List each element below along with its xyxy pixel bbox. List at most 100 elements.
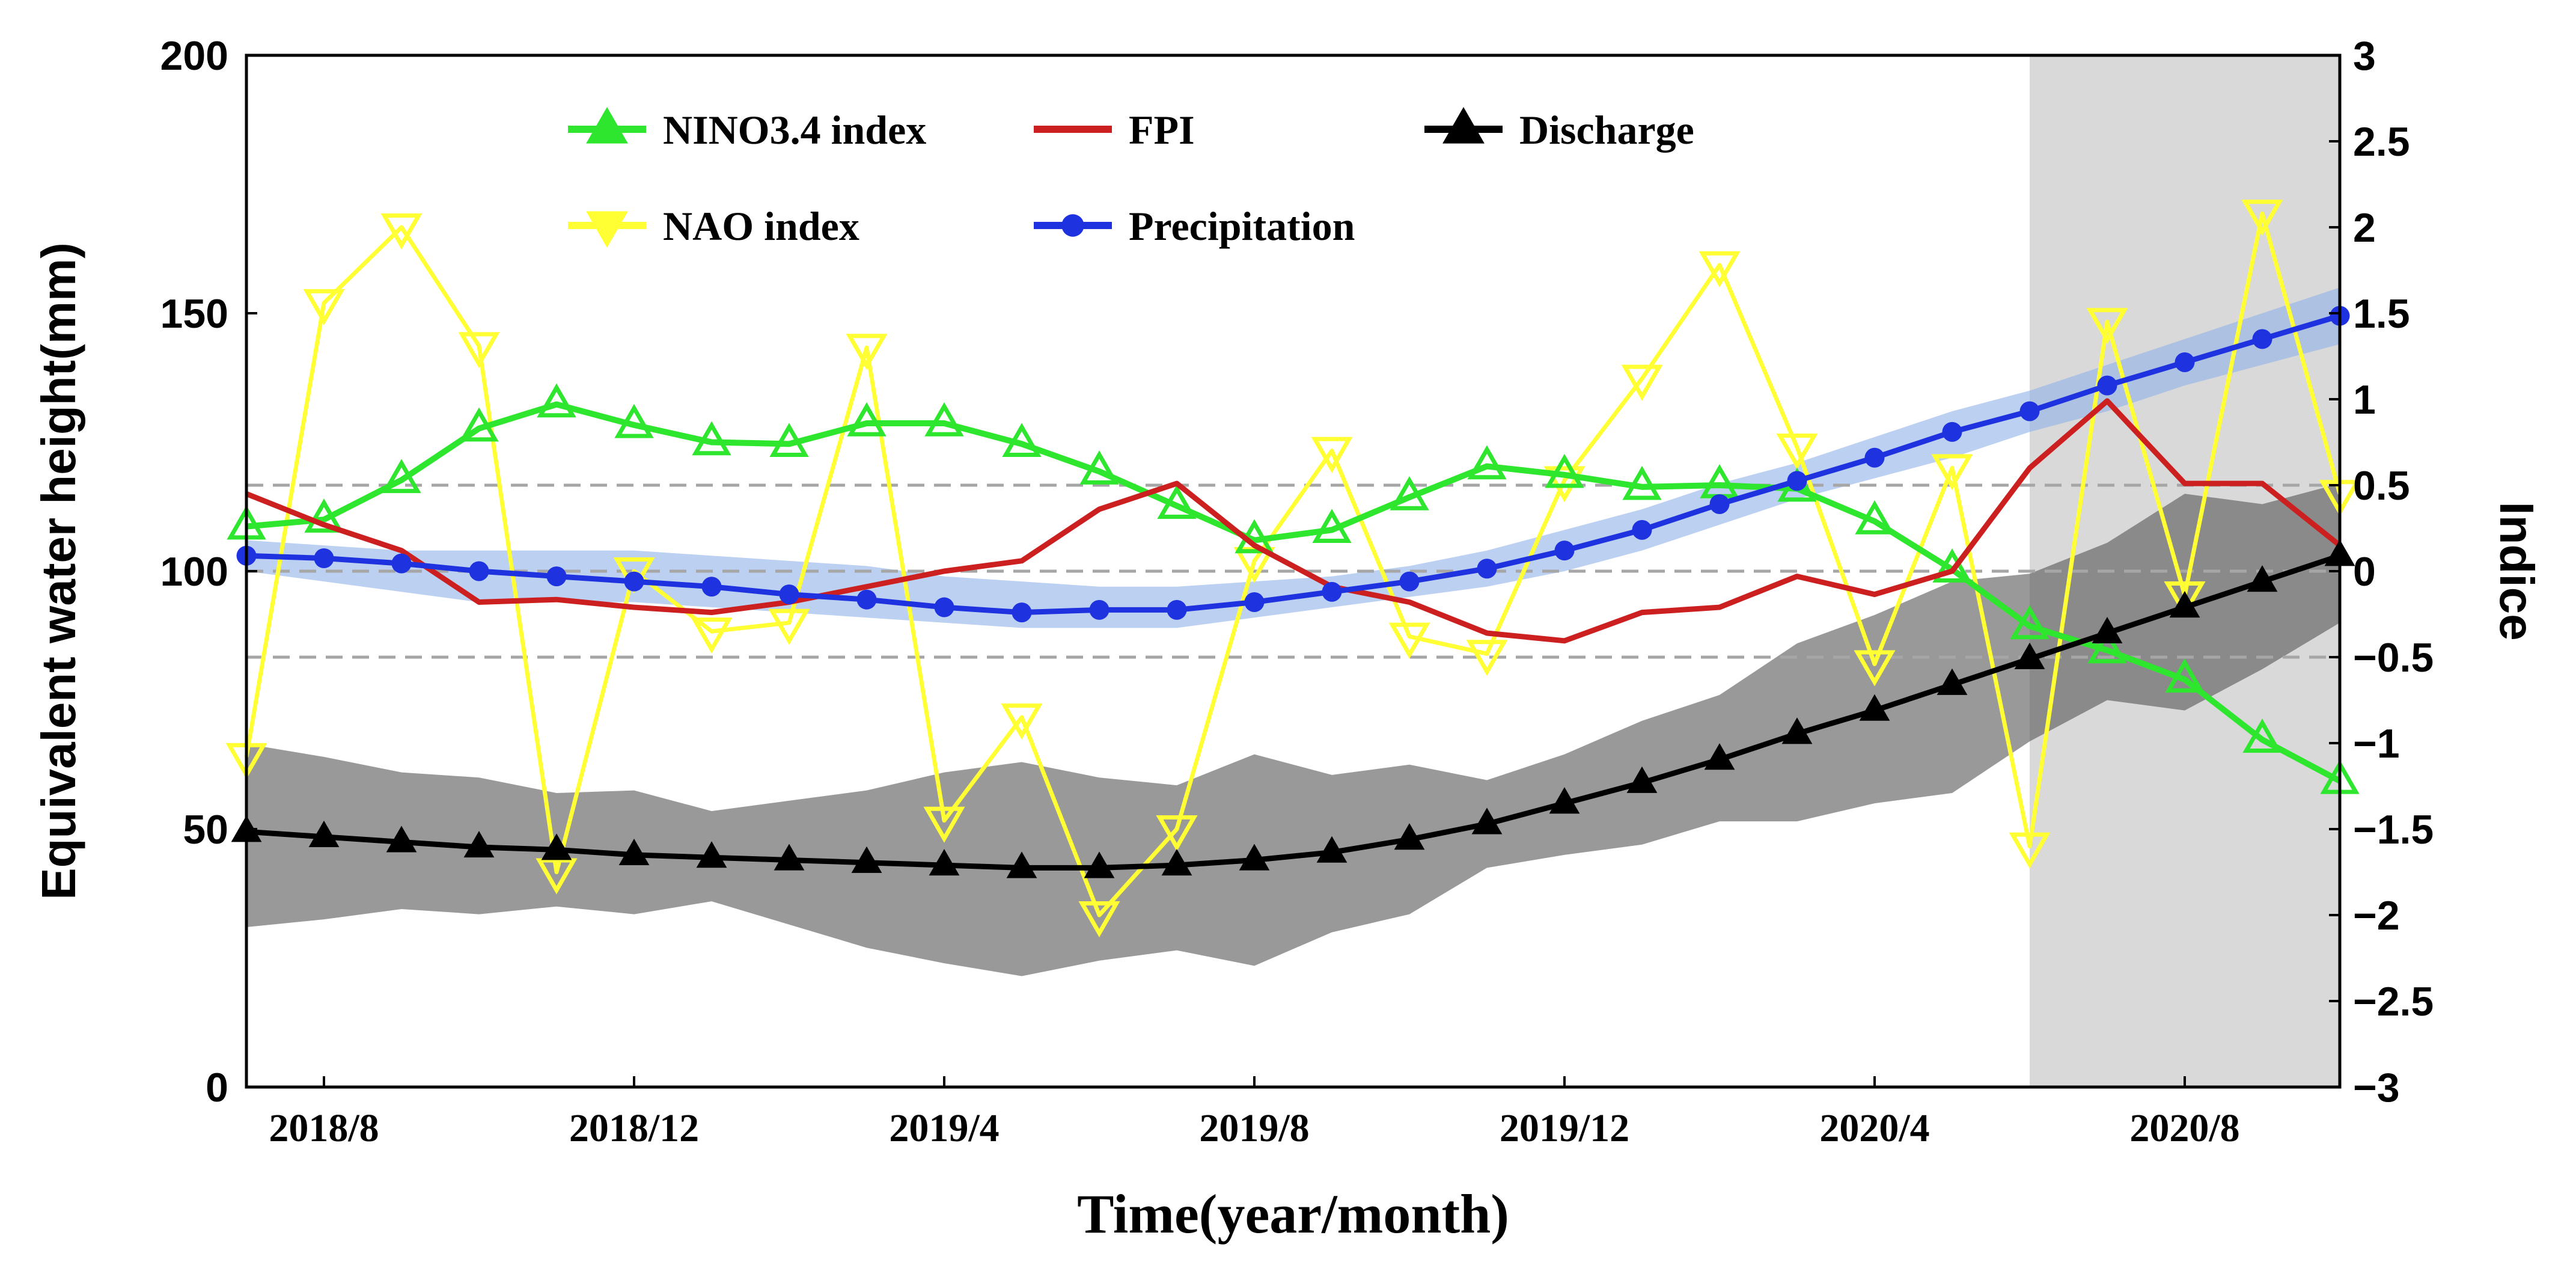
reference-lines (246, 483, 2340, 659)
discharge-point (774, 844, 805, 871)
nino34-point (692, 421, 731, 456)
legend-label: Precipitation (1129, 203, 1355, 249)
discharge-point (1781, 717, 1813, 744)
discharge-point (696, 841, 727, 868)
discharge-point (1084, 851, 1115, 878)
discharge-point (1316, 836, 1348, 863)
precipitation-point (1399, 571, 1420, 592)
legend: NINO3.4 index FPI Discharge NAO index Precip… (568, 106, 1694, 249)
x-tick-label: 2019/4 (889, 1106, 999, 1150)
discharge-point (1006, 851, 1037, 878)
precipitation-series (236, 305, 2350, 623)
legend-item-fpi: FPI (1034, 107, 1195, 153)
nino34-point (2165, 658, 2205, 693)
discharge-line (246, 553, 2341, 871)
nino34-point (1467, 445, 1507, 480)
nao-point (1854, 650, 1896, 687)
nao-point (1621, 364, 1663, 401)
right-tick-label: 1 (2353, 377, 2376, 423)
nao-point (1931, 454, 1973, 491)
fpi-line (245, 398, 2342, 644)
discharge-point (851, 846, 882, 873)
x-axis-title: Time(year/month) (1077, 1183, 1509, 1245)
nino34-series (227, 383, 2360, 794)
discharge-point (2014, 642, 2045, 669)
fpi-series (245, 398, 2342, 644)
discharge-point (1859, 694, 1890, 721)
precipitation-point (2252, 329, 2272, 349)
nino34-point (847, 402, 887, 436)
x-tick-label: 2019/8 (1199, 1106, 1309, 1150)
nino34-line (246, 401, 2342, 784)
precipitation-point (469, 561, 489, 581)
discharge-point (2169, 591, 2200, 618)
left-tick-label: 50 (183, 807, 228, 853)
x-tick-label: 2020/4 (1819, 1106, 1929, 1150)
nao-series (225, 200, 2361, 938)
discharge-point (1161, 849, 1192, 876)
precipitation-point (1787, 471, 1807, 491)
nao-point (2164, 581, 2206, 618)
series-layer (225, 200, 2361, 938)
nao-point (2009, 832, 2051, 869)
legend-swatch-marker (586, 106, 628, 144)
right-tick-label: 0.5 (2353, 463, 2410, 509)
nino34-point (1390, 476, 1429, 510)
nino34-point (1079, 450, 1119, 485)
precipitation-point (1942, 421, 1962, 442)
nao-point (458, 332, 500, 369)
left-tick-label: 0 (206, 1065, 228, 1110)
discharge-series (231, 539, 2355, 878)
left-tick-label: 200 (160, 33, 228, 79)
precipitation-point (1167, 599, 1187, 620)
nino34-point (1157, 485, 1197, 519)
right-tick-label: −0.5 (2353, 635, 2434, 681)
legend-label: NINO3.4 index (663, 107, 926, 153)
precipitation-point (2175, 352, 2195, 373)
precipitation-point (701, 577, 722, 597)
nino34-point (924, 402, 964, 436)
precipitation-point (546, 566, 567, 587)
precipitation-point (1244, 592, 1265, 612)
discharge-point (1394, 823, 1425, 850)
precipitation-point (1477, 559, 1497, 579)
x-tick-label: 2018/12 (569, 1106, 699, 1150)
discharge-point (2247, 565, 2278, 592)
discharge-point (1471, 807, 1503, 835)
precipitation-point (1554, 541, 1575, 561)
precipitation-point (934, 597, 954, 617)
discharge-point (308, 820, 340, 847)
nino34-point (2087, 629, 2127, 664)
legend-item-precipitation: Precipitation (1034, 203, 1355, 249)
nino34-point (1932, 548, 1972, 583)
nao-point (923, 806, 965, 843)
legend-label: FPI (1129, 107, 1195, 153)
legend-label: NAO index (663, 203, 859, 249)
nao-point (1699, 251, 1741, 287)
nao-point (1311, 436, 1353, 473)
discharge-point (386, 826, 417, 853)
precipitation-point (1632, 519, 1652, 540)
right-tick-label: −1 (2353, 721, 2400, 767)
right-tick-label: −2.5 (2353, 979, 2434, 1025)
discharge-point (1704, 743, 1735, 770)
left-tick-label: 100 (160, 549, 228, 595)
left-axis-title: Equivalent water height(mm) (32, 242, 85, 899)
precipitation-point (1864, 447, 1885, 468)
precipitation-point (2019, 401, 2040, 421)
nao-point (303, 289, 345, 325)
precipitation-band (246, 287, 2340, 628)
nino34-point (614, 403, 654, 438)
legend-label: Discharge (1519, 107, 1694, 153)
discharge-point (2092, 616, 2123, 644)
right-axis-title: Indice (2490, 501, 2544, 640)
nino34-point (769, 423, 809, 458)
discharge-point (618, 838, 650, 865)
nao-point (1776, 433, 1818, 470)
nino34-point (1002, 423, 1042, 458)
nao-point (2241, 200, 2283, 236)
right-tick-label: 1.5 (2353, 291, 2410, 337)
axes: 0 50 100 150 200 −3 −2.5 −2 −1.5 −1 −0.5 0 0.5 1 1.5 2 2… (32, 33, 2544, 1245)
nao-line (244, 211, 2342, 917)
